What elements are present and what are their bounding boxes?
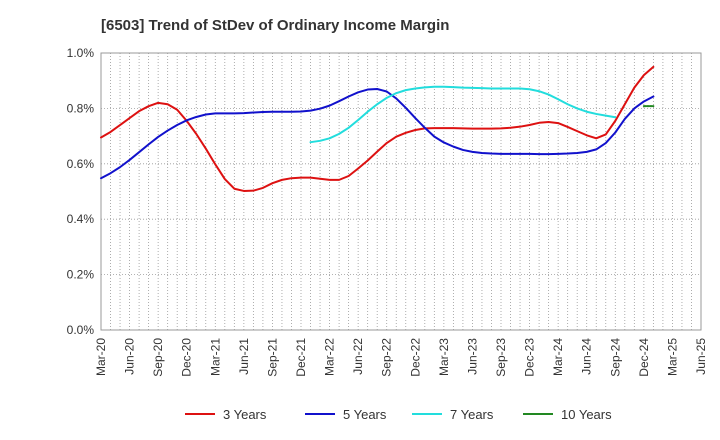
y-tick-label: 1.0%	[67, 46, 95, 60]
y-tick-label: 0.4%	[67, 212, 95, 226]
y-axis-ticks: 0.0% 0.2% 0.4% 0.6% 0.8% 1.0%	[67, 46, 95, 337]
series-lines	[100, 65, 655, 192]
plot-area	[100, 52, 702, 331]
x-tick-label: Dec-22	[408, 338, 422, 377]
y-tick-label: 0.2%	[67, 268, 95, 282]
x-tick-label: Mar-25	[665, 338, 679, 376]
chart-title: [6503] Trend of StDev of Ordinary Income…	[101, 17, 449, 34]
legend-label-4: 10 Years	[561, 407, 612, 422]
x-tick-label: Mar-24	[551, 338, 565, 376]
x-tick-label: Sep-23	[494, 338, 508, 377]
plot-border	[100, 52, 702, 331]
x-tick-label: Dec-23	[523, 338, 537, 377]
y-tick-label: 0.8%	[67, 101, 95, 115]
x-tick-label: Mar-21	[208, 338, 222, 376]
x-tick-label: Sep-21	[265, 338, 279, 377]
legend-label-3: 7 Years	[450, 407, 494, 422]
x-tick-label: Jun-23	[465, 338, 479, 375]
x-tick-label: Dec-20	[180, 338, 194, 377]
x-tick-label: Jun-24	[580, 338, 594, 375]
x-tick-label: Sep-20	[151, 338, 165, 377]
series-line-2	[100, 88, 655, 180]
x-tick-label: Jun-20	[123, 338, 137, 375]
x-tick-label: Sep-22	[380, 338, 394, 377]
x-axis-ticks: Mar-20 Jun-20 Sep-20 Dec-20 Mar-21 Jun-21 Sep-…	[94, 338, 708, 377]
x-tick-label: Dec-24	[637, 338, 651, 377]
x-tick-label: Mar-20	[94, 338, 108, 376]
x-tick-label: Dec-21	[294, 338, 308, 377]
legend-label-1: 3 Years	[223, 407, 267, 422]
series-line-1	[100, 65, 655, 192]
y-tick-label: 0.6%	[67, 157, 95, 171]
x-tick-label: Mar-22	[323, 338, 337, 376]
legend-label-2: 5 Years	[343, 407, 387, 422]
legend: 3 Years 5 Years 7 Years 10 Years	[185, 407, 612, 422]
x-tick-label: Jun-21	[237, 338, 251, 375]
x-tick-label: Sep-24	[608, 338, 622, 377]
x-tick-label: Jun-25	[694, 338, 708, 375]
y-tick-label: 0.0%	[67, 323, 95, 337]
x-tick-label: Mar-23	[437, 338, 451, 376]
x-tick-label: Jun-22	[351, 338, 365, 375]
series-line-3	[309, 85, 617, 144]
